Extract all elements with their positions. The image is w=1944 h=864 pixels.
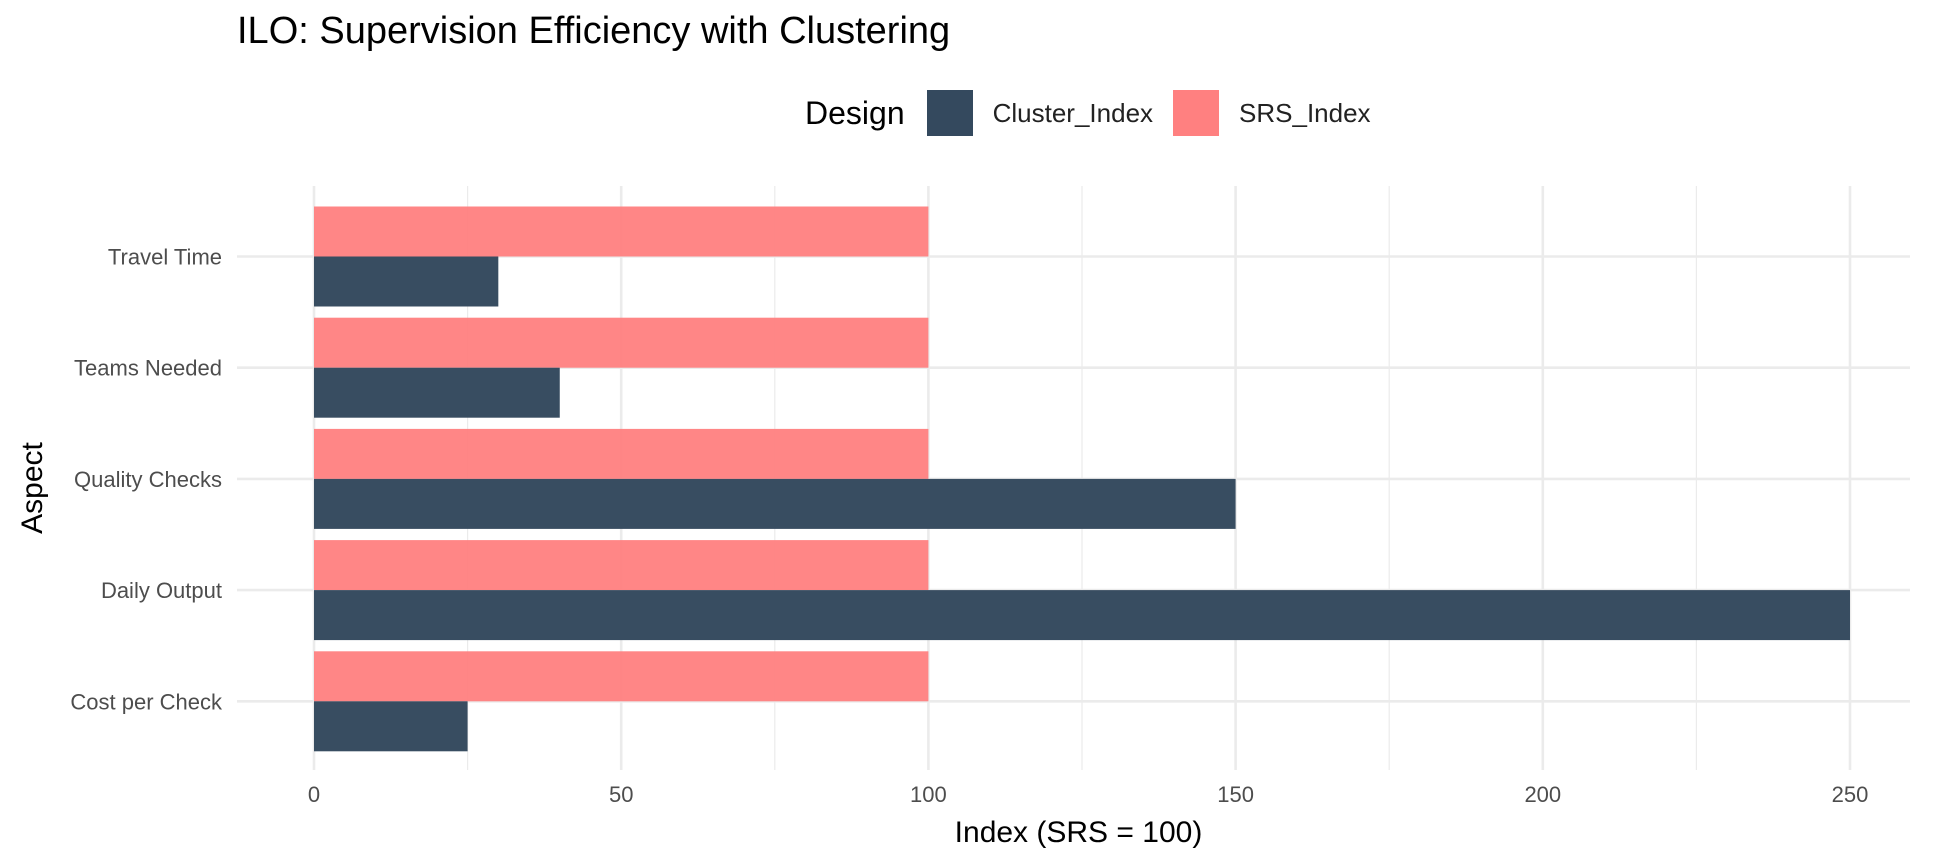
bars-group bbox=[314, 206, 1850, 752]
legend-swatch-cluster-index bbox=[926, 90, 973, 136]
y-axis-title: Aspect bbox=[16, 441, 49, 533]
legend-item-srs-index: SRS_Index bbox=[1173, 90, 1371, 136]
x-tick-label: 250 bbox=[1832, 782, 1869, 807]
legend-swatch-srs-index bbox=[1173, 90, 1220, 136]
y-tick-label: Cost per Check bbox=[70, 689, 223, 714]
x-tick-label: 0 bbox=[308, 782, 320, 807]
bar-srs-index bbox=[314, 206, 929, 257]
bar-cluster-index bbox=[314, 478, 1236, 529]
legend-title: Design bbox=[805, 94, 905, 131]
bar-srs-index bbox=[314, 317, 929, 368]
y-tick-label: Travel Time bbox=[108, 245, 222, 270]
x-axis-title: Index (SRS = 100) bbox=[955, 816, 1203, 849]
bar-cluster-index bbox=[314, 256, 499, 307]
y-tick-label: Daily Output bbox=[101, 578, 222, 603]
legend-label-cluster-index: Cluster_Index bbox=[992, 97, 1154, 128]
x-tick-label: 150 bbox=[1217, 782, 1254, 807]
y-tick-label: Teams Needed bbox=[74, 356, 222, 381]
legend-label-srs-index: SRS_Index bbox=[1239, 97, 1371, 128]
legend: Design Cluster_Index SRS_Index bbox=[805, 88, 1391, 138]
bar-srs-index bbox=[314, 651, 929, 702]
x-tick-label: 50 bbox=[609, 782, 633, 807]
bar-srs-index bbox=[314, 540, 929, 591]
y-tick-label: Quality Checks bbox=[74, 467, 222, 492]
bar-srs-index bbox=[314, 428, 929, 479]
legend-item-cluster-index: Cluster_Index bbox=[926, 90, 1154, 136]
bar-cluster-index bbox=[314, 367, 560, 418]
bar-cluster-index bbox=[314, 701, 468, 752]
x-tick-label: 200 bbox=[1524, 782, 1561, 807]
bar-cluster-index bbox=[314, 590, 1850, 641]
x-tick-label: 100 bbox=[910, 782, 947, 807]
chart-title: ILO: Supervision Efficiency with Cluster… bbox=[237, 10, 951, 52]
